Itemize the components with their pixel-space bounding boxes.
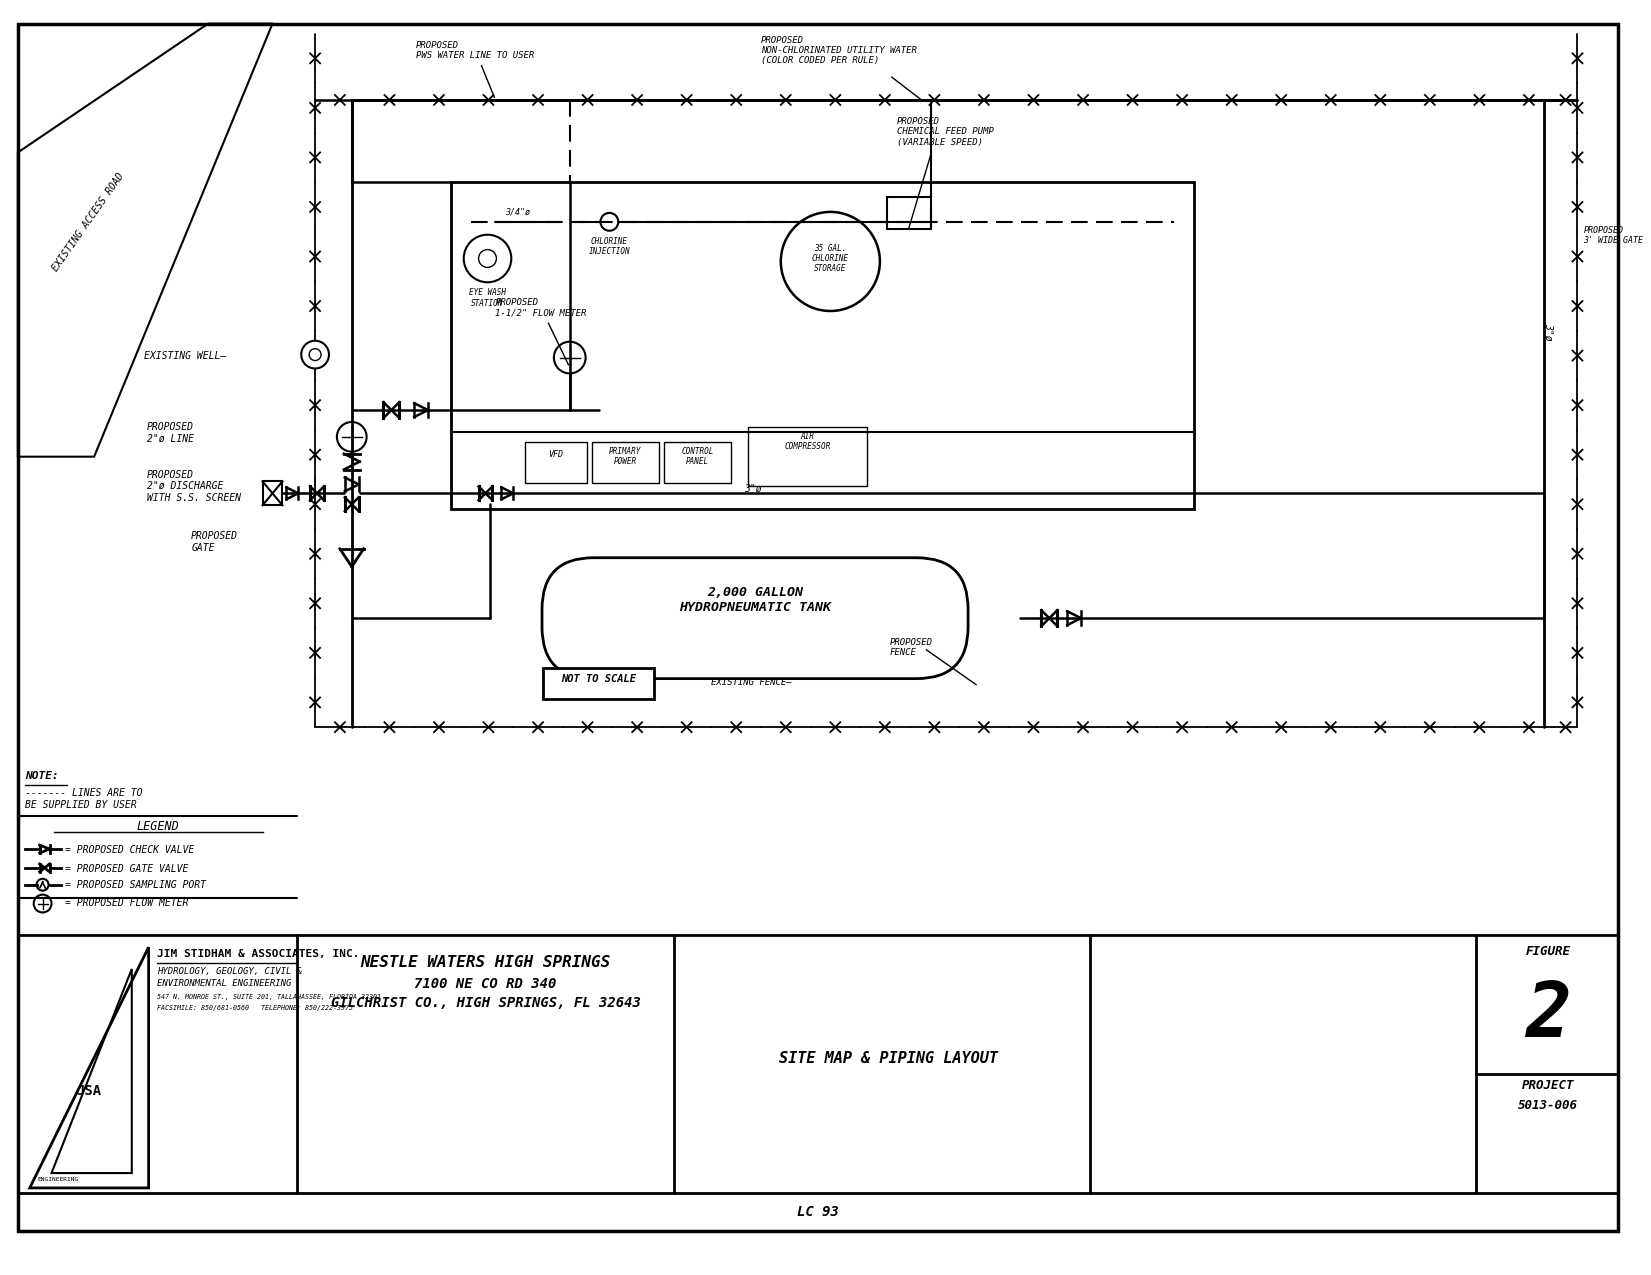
Text: PROJECT: PROJECT — [1522, 1079, 1573, 1091]
Text: CONTROL
PANEL: CONTROL PANEL — [682, 446, 713, 467]
Text: 5013-006: 5013-006 — [1517, 1099, 1578, 1112]
Text: EXISTING FENCE—: EXISTING FENCE— — [712, 677, 792, 687]
Text: 2,000 GALLON
HYDROPNEUMATIC TANK: 2,000 GALLON HYDROPNEUMATIC TANK — [679, 586, 830, 615]
Text: 35 GAL.
CHLORINE
STORAGE: 35 GAL. CHLORINE STORAGE — [812, 244, 849, 273]
Bar — [543, 668, 654, 700]
Text: HYDROLOGY, GEOLOGY, CIVIL &: HYDROLOGY, GEOLOGY, CIVIL & — [157, 966, 302, 975]
Bar — [263, 482, 282, 505]
Text: = PROPOSED FLOW METER: = PROPOSED FLOW METER — [66, 898, 188, 908]
Text: NOTE:: NOTE: — [25, 771, 58, 780]
Text: NOT TO SCALE: NOT TO SCALE — [561, 673, 636, 683]
Text: PROPOSED
NON-CHLORINATED UTILITY WATER
(COLOR CODED PER RULE): PROPOSED NON-CHLORINATED UTILITY WATER (… — [761, 36, 916, 65]
Text: = PROPOSED SAMPLING PORT: = PROPOSED SAMPLING PORT — [66, 880, 206, 890]
Text: 3/4"ø: 3/4"ø — [505, 208, 530, 217]
Text: JSA: JSA — [76, 1084, 102, 1098]
Circle shape — [300, 340, 329, 368]
Text: PROPOSED
2"ø LINE: PROPOSED 2"ø LINE — [147, 422, 193, 444]
Text: FACSIMILE: 850/681-0560   TELEPHONE: 850/222-3975: FACSIMILE: 850/681-0560 TELEPHONE: 850/2… — [157, 1005, 353, 1011]
Text: CHLORINE
INJECTION: CHLORINE INJECTION — [588, 237, 631, 256]
Text: VFD: VFD — [548, 450, 563, 459]
Text: JIM STIDHAM & ASSOCIATES, INC.: JIM STIDHAM & ASSOCIATES, INC. — [157, 949, 358, 959]
Bar — [887, 198, 931, 228]
Text: AIR
COMPRESSOR: AIR COMPRESSOR — [784, 432, 830, 451]
Text: EYE WASH
STATION: EYE WASH STATION — [469, 288, 505, 307]
Text: 3"ø: 3"ø — [1544, 323, 1554, 340]
Bar — [591, 442, 659, 483]
Text: ------- LINES ARE TO: ------- LINES ARE TO — [25, 788, 142, 798]
Text: = PROPOSED CHECK VALVE: = PROPOSED CHECK VALVE — [66, 845, 195, 856]
Text: ENVIRONMENTAL ENGINEERING: ENVIRONMENTAL ENGINEERING — [157, 979, 291, 988]
Text: PROPOSED
PWS WATER LINE TO USER: PROPOSED PWS WATER LINE TO USER — [416, 41, 535, 97]
Text: NESTLE WATERS HIGH SPRINGS: NESTLE WATERS HIGH SPRINGS — [360, 955, 611, 970]
Text: EXISTING WELL—: EXISTING WELL— — [144, 351, 226, 361]
Bar — [748, 427, 867, 486]
Text: 2: 2 — [1526, 979, 1570, 1053]
Text: LEGEND: LEGEND — [135, 820, 178, 834]
Text: PRIMARY
POWER: PRIMARY POWER — [609, 446, 642, 467]
Bar — [525, 442, 586, 483]
Text: PROPOSED
GATE: PROPOSED GATE — [192, 530, 238, 552]
Text: PROPOSED
2"ø DISCHARGE
WITH S.S. SCREEN: PROPOSED 2"ø DISCHARGE WITH S.S. SCREEN — [147, 469, 241, 502]
Bar — [664, 442, 731, 483]
Text: 3"ø: 3"ø — [745, 483, 761, 493]
Text: GILCHRIST CO., HIGH SPRINGS, FL 32643: GILCHRIST CO., HIGH SPRINGS, FL 32643 — [330, 996, 641, 1010]
Text: PROPOSED
FENCE: PROPOSED FENCE — [890, 638, 933, 658]
Text: LC 93: LC 93 — [796, 1205, 839, 1219]
Text: BE SUPPLIED BY USER: BE SUPPLIED BY USER — [25, 799, 137, 810]
Text: PROPOSED
1-1/2" FLOW METER: PROPOSED 1-1/2" FLOW METER — [495, 298, 586, 365]
Text: PROPOSED
CHEMICAL FEED PUMP
(VARIABLE SPEED): PROPOSED CHEMICAL FEED PUMP (VARIABLE SP… — [896, 117, 994, 147]
Bar — [451, 182, 1194, 509]
Text: FIGURE: FIGURE — [1526, 945, 1570, 959]
Text: = PROPOSED GATE VALVE: = PROPOSED GATE VALVE — [66, 864, 188, 873]
Text: ENGINEERING: ENGINEERING — [38, 1177, 79, 1182]
Text: SITE MAP & PIPING LAYOUT: SITE MAP & PIPING LAYOUT — [779, 1051, 999, 1066]
Text: PROPOSED
3' WIDE GATE: PROPOSED 3' WIDE GATE — [1583, 226, 1643, 245]
Text: 547 N. MONROE ST., SUITE 201, TALLAHASSEE, FLORIDA 32301: 547 N. MONROE ST., SUITE 201, TALLAHASSE… — [157, 993, 381, 1000]
Text: EXISTING ACCESS ROAD: EXISTING ACCESS ROAD — [51, 171, 125, 273]
Text: 7100 NE CO RD 340: 7100 NE CO RD 340 — [414, 977, 556, 991]
